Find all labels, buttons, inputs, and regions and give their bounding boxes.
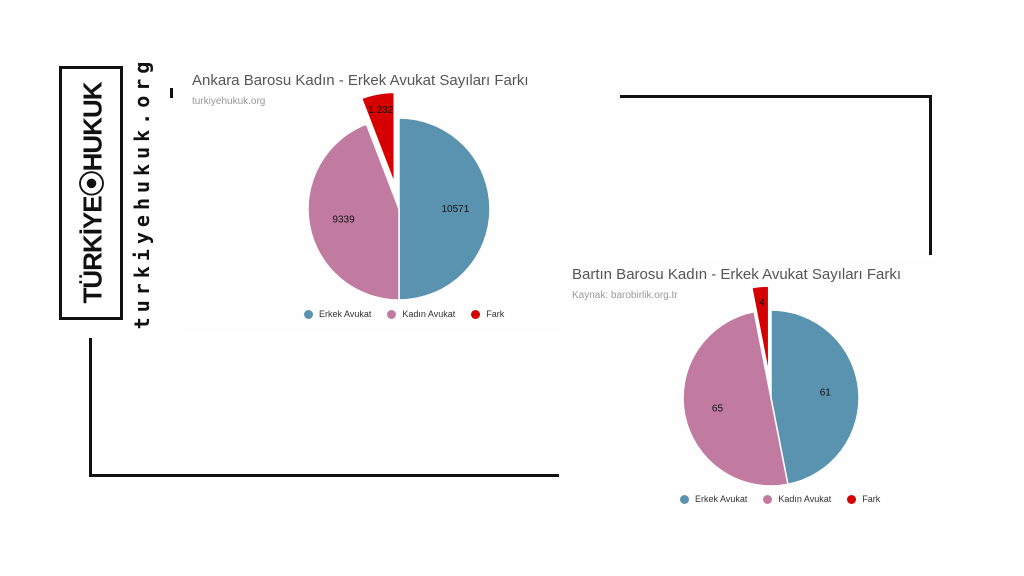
legend-swatch <box>387 309 397 319</box>
chart-legend: Erkek Avukat Kadın Avukat Fark <box>304 309 504 319</box>
frame-line-left <box>89 338 92 476</box>
pie-slice-fark <box>360 91 396 184</box>
legend-label: Kadın Avukat <box>402 309 456 319</box>
chart-subtitle: Kaynak: barobirlik.org.tr <box>572 290 678 301</box>
pie-slice-erkek-avukat <box>398 117 491 301</box>
brand-logo: TÜRKİYE⦿HUKUK <box>59 66 123 320</box>
legend-item-erkek-avukat[interactable]: Erkek Avukat <box>680 494 747 504</box>
legend-label: Erkek Avukat <box>319 309 372 319</box>
pie-label-kad-n-avukat: 9339 <box>332 214 355 225</box>
brand-logo-text: TÜRKİYE⦿HUKUK <box>77 82 108 304</box>
legend-swatch <box>763 494 773 504</box>
pie-svg: 10571 9339 1.232 <box>307 91 491 301</box>
frame-line-bottom <box>89 474 559 477</box>
legend-item-kad-n-avukat[interactable]: Kadın Avukat <box>387 309 455 319</box>
frame-line-right <box>929 95 932 255</box>
ankara-chart: Ankara Barosu Kadın - Erkek Avukat Sayıl… <box>180 64 620 334</box>
pie-slice-fark <box>750 285 770 375</box>
chart-title: Bartın Barosu Kadın - Erkek Avukat Sayıl… <box>572 266 902 283</box>
pie-slice-kad-n-avukat <box>307 123 400 301</box>
chart-legend: Erkek Avukat Kadın Avukat Fark <box>680 494 880 504</box>
legend-label: Erkek Avukat <box>695 494 748 504</box>
frame-line-top <box>620 95 932 98</box>
pie-svg: 61 65 4 <box>682 285 860 487</box>
legend-label: Fark <box>486 309 505 319</box>
legend-item-fark[interactable]: Fark <box>847 494 880 504</box>
legend-item-kad-n-avukat[interactable]: Kadın Avukat <box>763 494 831 504</box>
chart-title: Ankara Barosu Kadın - Erkek Avukat Sayıl… <box>192 72 529 89</box>
legend-swatch <box>471 309 481 319</box>
legend-label: Fark <box>862 494 881 504</box>
brand-domain: turkiyehukuk.org <box>130 56 154 330</box>
legend-swatch <box>680 494 689 504</box>
pie-label-fark: 1.232 <box>368 105 393 116</box>
chart-subtitle: turkiyehukuk.org <box>192 96 266 107</box>
pie-slice-erkek-avukat <box>770 309 860 486</box>
legend-swatch <box>304 309 313 319</box>
legend-item-erkek-avukat[interactable]: Erkek Avukat <box>304 309 371 319</box>
pie-label-erkek-avukat: 61 <box>820 388 832 399</box>
pie-label-kad-n-avukat: 65 <box>712 403 724 414</box>
frame-tick <box>170 88 173 98</box>
legend-swatch <box>847 494 857 504</box>
legend-label: Kadın Avukat <box>778 494 832 504</box>
pie-label-fark: 4 <box>759 297 765 308</box>
legend-item-fark[interactable]: Fark <box>471 309 504 319</box>
pie-label-erkek-avukat: 10571 <box>442 204 470 215</box>
pie-slice-kad-n-avukat <box>682 310 789 487</box>
bartin-chart: Bartın Barosu Kadın - Erkek Avukat Sayıl… <box>560 258 940 516</box>
